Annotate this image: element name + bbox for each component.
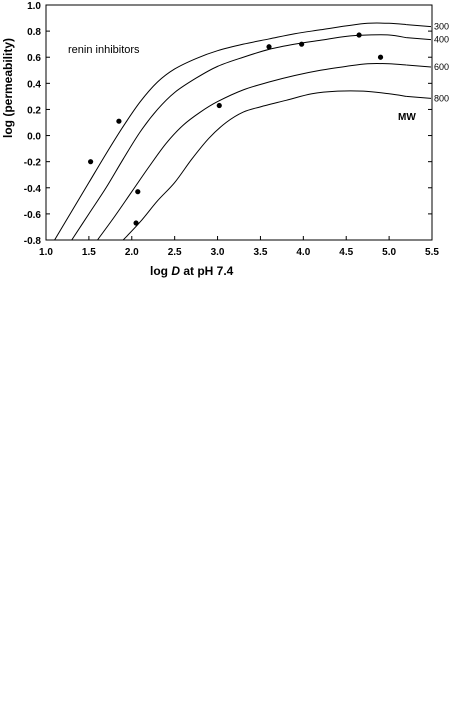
data-point (299, 41, 305, 47)
y-tick-label: 0.6 (27, 53, 41, 64)
data-point (266, 44, 272, 50)
data-point (135, 189, 141, 195)
curve-leader-400 (406, 37, 432, 41)
data-point (88, 159, 94, 165)
mw-curve-800 (122, 90, 407, 241)
mw-curve-300 (54, 22, 407, 241)
y-tick-label: -0.4 (24, 184, 42, 195)
curve-leader-800 (406, 95, 432, 99)
permeability-chart: 1.0 1.5 2.0 2.5 3.0 3.5 4.0 4.5 5.0 5.5 -0.8-0.6-… (1, 1, 449, 278)
mw-curve-400 (71, 34, 407, 241)
curve-labels: 300 400 600 800 (406, 22, 449, 103)
data-point (116, 118, 122, 124)
curve-label-400: 400 (434, 35, 449, 45)
y-tick-label: -0.2 (24, 158, 42, 169)
curve-leader-600 (406, 64, 432, 68)
y-tick-label: 0.4 (27, 79, 41, 90)
y-tick-label: 1.0 (27, 1, 41, 12)
y-axis-title: log (permeability) (1, 38, 15, 138)
data-point (377, 54, 384, 60)
x-axis-title-prefix: log (150, 264, 171, 278)
y-tick-label: 0.8 (27, 27, 41, 38)
curve-layer (54, 22, 407, 241)
curve-leader-300 (406, 24, 432, 28)
y-axis-ticks: -0.8 -0.6 -0.4 -0.2 0.0 0.2 0.4 0.6 0.8 1.0 (24, 1, 432, 247)
x-tick-label: 4.0 (296, 247, 310, 258)
x-tick-label: 4.5 (339, 247, 353, 258)
x-tick-label: 2.0 (125, 247, 139, 258)
x-tick-label: 1.5 (82, 247, 96, 258)
x-axis-ticks: 1.0 1.5 2.0 2.5 3.0 3.5 4.0 4.5 5.0 5.5 (39, 236, 439, 258)
x-tick-label: 2.5 (168, 247, 182, 258)
x-axis-title-suffix: at pH 7.4 (180, 264, 234, 278)
x-tick-label: 5.0 (382, 247, 396, 258)
annotation-renin-inhibitors: renin inhibitors (68, 44, 140, 56)
x-tick-label: 5.5 (425, 247, 439, 258)
curve-label-600: 600 (434, 62, 449, 72)
x-axis-title: log D at pH 7.4 (150, 264, 234, 278)
plot-frame (45, 4, 433, 241)
y-tick-label: 0.2 (27, 105, 41, 116)
y-tick-label: -0.8 (24, 236, 42, 247)
x-tick-label: 1.0 (39, 247, 53, 258)
x-axis-title-variable: D (171, 264, 180, 278)
y-tick-label: 0.0 (27, 132, 41, 143)
mw-label: MW (398, 112, 416, 123)
curve-label-800: 800 (434, 93, 449, 103)
x-tick-label: 3.0 (211, 247, 225, 258)
data-points (88, 32, 384, 226)
data-point (356, 32, 362, 38)
data-point (133, 220, 139, 226)
y-tick-label: -0.6 (24, 210, 42, 221)
data-point (216, 102, 222, 109)
x-tick-label: 3.5 (253, 247, 267, 258)
mw-curve-600 (97, 63, 407, 241)
curve-label-300: 300 (434, 22, 449, 32)
